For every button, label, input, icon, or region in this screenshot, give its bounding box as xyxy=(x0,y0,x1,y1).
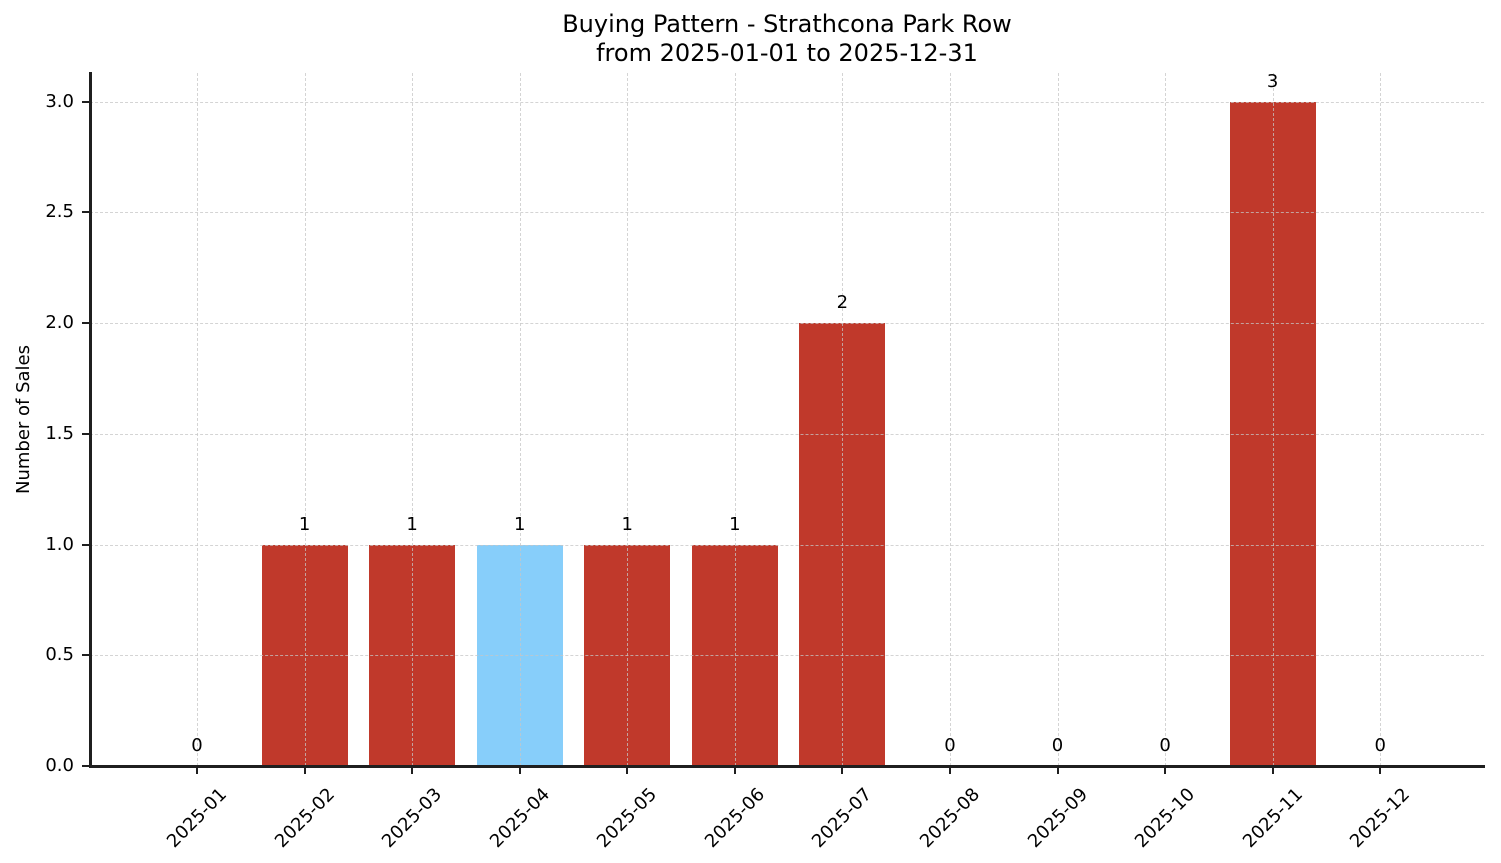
v-gridline xyxy=(304,73,306,766)
y-tick-label: 2.0 xyxy=(45,312,74,334)
x-tick-label-text: 2025-01 xyxy=(162,783,232,853)
x-tick xyxy=(841,766,844,774)
x-tick-label-text: 2025-09 xyxy=(1023,783,1092,853)
y-tick xyxy=(82,322,90,325)
x-tick xyxy=(1379,766,1382,774)
y-tick xyxy=(82,100,90,103)
value-label-2025-01: 0 xyxy=(191,735,203,756)
bar-2025-04 xyxy=(476,544,563,766)
x-tick-label-text: 2025-03 xyxy=(378,783,447,853)
x-tick-label-text: 2025-07 xyxy=(808,783,877,853)
value-label-2025-06: 1 xyxy=(729,513,741,535)
value-label-2025-03: 1 xyxy=(406,513,418,535)
y-tick xyxy=(82,543,90,546)
y-tick xyxy=(82,211,90,214)
v-gridline xyxy=(627,73,629,766)
x-tick xyxy=(518,766,521,774)
bar-2025-02 xyxy=(261,544,348,766)
y-tick-label: 1.5 xyxy=(45,422,74,444)
chart-title: Buying Pattern - Strathcona Park Row fro… xyxy=(90,10,1484,68)
bar-2025-05 xyxy=(584,544,671,766)
v-gridline xyxy=(519,73,521,766)
y-tick-label: 0.0 xyxy=(45,755,74,776)
h-gridline xyxy=(90,212,1484,214)
x-tick xyxy=(1271,766,1274,774)
bar-2025-03 xyxy=(369,544,456,766)
h-gridline xyxy=(90,323,1484,325)
bar-2025-11 xyxy=(1229,101,1316,766)
x-tick-label-text: 2025-02 xyxy=(270,783,339,853)
v-gridline xyxy=(1380,73,1382,766)
v-gridline xyxy=(412,73,414,766)
y-tick xyxy=(82,432,90,435)
value-label-2025-04: 1 xyxy=(513,513,526,535)
y-tick-label: 1.0 xyxy=(45,533,74,555)
v-gridline xyxy=(949,73,951,766)
y-tick-label: 2.5 xyxy=(45,201,74,223)
x-tick xyxy=(733,766,736,774)
v-gridline xyxy=(1057,73,1059,766)
v-gridline xyxy=(1165,73,1167,766)
value-label-2025-07: 2 xyxy=(836,292,849,314)
bar-2025-06 xyxy=(691,544,778,766)
x-tick xyxy=(411,766,414,774)
x-tick xyxy=(303,766,306,774)
v-gridline xyxy=(197,73,199,766)
x-tick-label-text: 2025-11 xyxy=(1238,783,1307,853)
x-tick-label-text: 2025-08 xyxy=(915,783,984,853)
bar-2025-07 xyxy=(799,323,886,766)
value-label-2025-09: 0 xyxy=(1051,735,1064,756)
value-label-2025-11: 3 xyxy=(1266,70,1279,92)
x-tick-label-text: 2025-04 xyxy=(485,783,554,853)
h-gridline xyxy=(90,544,1484,546)
chart-title-line1: Buying Pattern - Strathcona Park Row xyxy=(562,10,1012,38)
value-label-2025-05: 1 xyxy=(621,513,633,535)
x-tick xyxy=(196,766,199,774)
chart-title-line2: from 2025-01-01 to 2025-12-31 xyxy=(596,39,978,67)
x-tick-label-text: 2025-06 xyxy=(700,783,769,853)
x-tick-label-text: 2025-05 xyxy=(593,783,662,853)
x-tick xyxy=(1056,766,1059,774)
h-gridline xyxy=(90,433,1484,435)
value-label-2025-02: 1 xyxy=(298,513,311,535)
plot-area: 0.0 0.5 1.0 1.5 2.0 2.5 3.0 2025-01 0 2025-02 1 202… xyxy=(45,70,1485,852)
x-tick-label-text: 2025-10 xyxy=(1131,783,1200,853)
y-axis-title-text: Number of Sales xyxy=(12,344,34,495)
h-gridline xyxy=(90,101,1484,103)
v-gridline xyxy=(842,73,844,766)
y-tick xyxy=(82,765,90,767)
v-gridline xyxy=(1272,73,1274,766)
y-tick-label: 3.0 xyxy=(45,90,74,112)
x-tick xyxy=(948,766,951,774)
h-gridline xyxy=(90,655,1484,657)
value-label-2025-08: 0 xyxy=(944,735,956,756)
value-label-2025-12: 0 xyxy=(1374,735,1386,756)
x-tick-label-text: 2025-12 xyxy=(1346,783,1415,853)
y-tick xyxy=(82,654,90,657)
x-tick xyxy=(626,766,629,774)
x-tick xyxy=(1164,766,1167,774)
y-tick-label: 0.5 xyxy=(45,644,74,666)
value-label-2025-10: 0 xyxy=(1159,735,1171,756)
y-axis-spine xyxy=(89,72,92,767)
x-axis-spine xyxy=(89,765,1485,768)
v-gridline xyxy=(734,73,736,766)
